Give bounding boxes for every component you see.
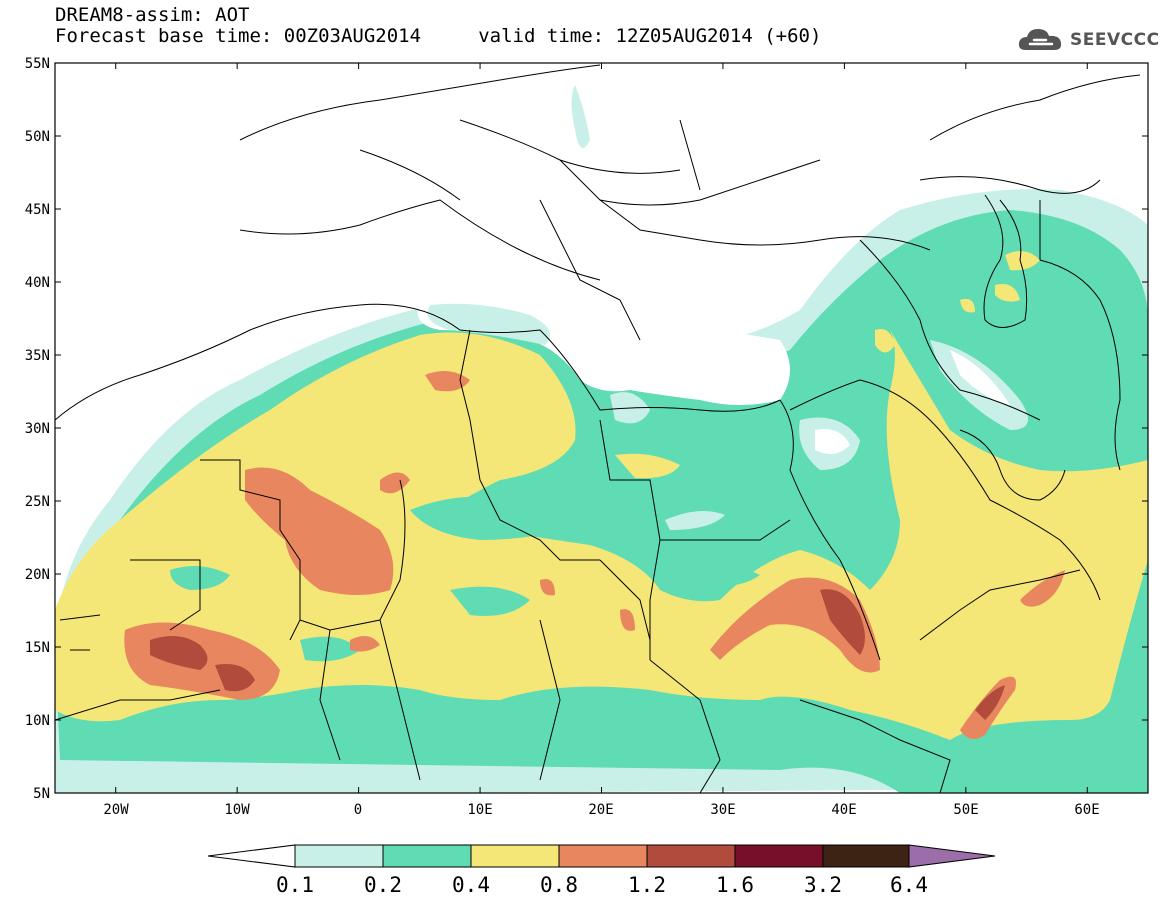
lat-tick-label: 50N	[25, 129, 50, 145]
map-title: DREAM8-assim: AOT	[55, 4, 250, 26]
colorbar-swatch	[646, 844, 736, 868]
aot-band-0.8	[245, 467, 394, 595]
lat-tick-label: 25N	[25, 494, 50, 510]
lon-tick-label: 30E	[710, 802, 735, 818]
lon-tick-label: 60E	[1074, 802, 1099, 818]
axis-ticks	[55, 62, 1148, 794]
lat-axis: 55N 50N 45N 40N 35N 30N 25N 20N 15N 10N …	[25, 56, 50, 802]
lat-tick-label: 35N	[25, 348, 50, 364]
seevccc-logo: SEEVCCC	[1016, 22, 1159, 56]
colorbar-high-arrow	[908, 844, 996, 868]
logo-text: SEEVCCC	[1070, 30, 1160, 50]
colorbar-swatch	[470, 844, 560, 868]
lat-tick-label: 40N	[25, 275, 50, 291]
lon-tick-label: 0	[354, 802, 362, 818]
lon-tick-label: 20E	[588, 802, 613, 818]
colorbar-swatch	[734, 844, 824, 868]
lon-tick-label: 10W	[224, 802, 250, 818]
colorbar: 0.1 0.2 0.4 0.8 1.2 1.6 3.2 6.4	[207, 844, 996, 897]
colorbar-label: 0.1	[276, 873, 314, 897]
colorbar-label: 3.2	[804, 873, 842, 897]
lat-tick-label: 45N	[25, 202, 50, 218]
colorbar-label: 1.6	[716, 873, 754, 897]
forecast-time-line: Forecast base time: 00Z03AUG2014 valid t…	[55, 25, 822, 47]
colorbar-low-arrow	[207, 844, 296, 868]
lat-tick-label: 20N	[25, 567, 50, 583]
colorbar-label: 0.2	[364, 873, 402, 897]
lon-axis: 20W 10W 0 10E 20E 30E 40E 50E 60E	[103, 802, 1099, 818]
country-borders	[55, 64, 1141, 793]
colorbar-label: 1.2	[628, 873, 666, 897]
colorbar-label: 6.4	[890, 873, 928, 897]
colorbar-swatch	[558, 844, 648, 868]
lat-tick-label: 15N	[25, 640, 50, 656]
colorbar-swatch	[822, 844, 910, 868]
lat-tick-label: 5N	[33, 786, 50, 802]
lon-tick-label: 50E	[953, 802, 978, 818]
colorbar-swatch	[382, 844, 472, 868]
colorbar-swatch	[294, 844, 384, 868]
aot-band-1.2	[150, 636, 208, 670]
aot-field	[55, 85, 1148, 793]
lat-tick-label: 30N	[25, 421, 50, 437]
colorbar-label: 0.8	[540, 873, 578, 897]
lon-tick-label: 20W	[103, 802, 129, 818]
cloud-icon	[1018, 29, 1062, 50]
lat-tick-label: 10N	[25, 713, 50, 729]
lon-tick-label: 10E	[467, 802, 492, 818]
lon-tick-label: 40E	[831, 802, 856, 818]
lat-tick-label: 55N	[25, 56, 50, 72]
colorbar-label: 0.4	[452, 873, 490, 897]
